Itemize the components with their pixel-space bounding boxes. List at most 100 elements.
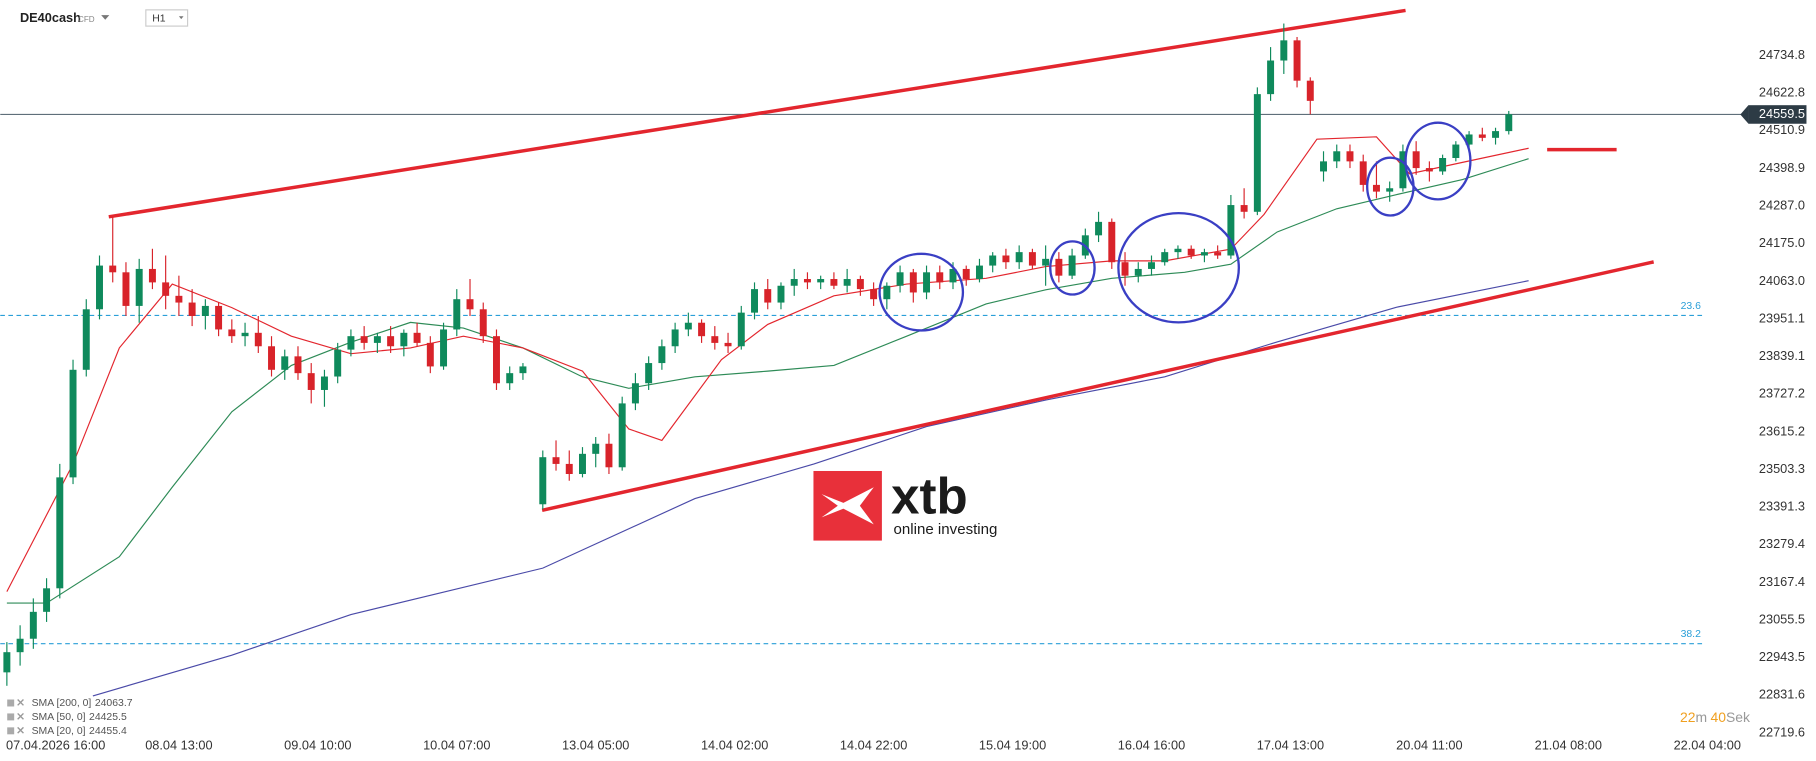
candle-body [1492,131,1500,138]
candle-body [148,268,156,283]
highlight-circle [1117,211,1240,324]
candle-body [790,279,798,286]
candle-body [962,268,970,280]
candle-body [1333,151,1341,162]
candle-body [29,611,37,639]
candle-body [175,295,183,303]
y-tick-label: 23279.4 [1759,536,1805,551]
candle-body [975,265,983,280]
x-tick-label: 14.04 22:00 [840,737,907,752]
candle-body [777,285,785,303]
candle-body [281,356,289,370]
candle-body [492,336,500,384]
candle-body [1055,258,1063,276]
candle-body [1412,151,1420,169]
candle-body [16,638,24,653]
y-tick-label: 23839.1 [1759,348,1805,363]
y-tick-label: 23951.1 [1759,310,1805,325]
x-tick-label: 17.04 13:00 [1257,737,1324,752]
candle-body [466,299,474,310]
y-tick-label: 24622.8 [1759,85,1805,100]
candle-body [387,336,395,347]
candle-body [254,332,262,347]
candle-body [96,265,103,310]
legend-entry: SMA [200, 0] 24063.7 [32,698,133,709]
y-tick-label: 22831.6 [1759,687,1805,702]
candle-body [440,329,448,367]
candle-body [1095,221,1103,236]
header: DE40cash CFD H1 [20,9,189,27]
candle-body [1306,80,1314,101]
level-label: 38.2 [1681,629,1702,640]
instrument-kind: CFD [78,15,95,24]
y-tick-label: 23615.2 [1759,423,1805,438]
candle-body [1253,94,1261,212]
candle-body [1200,252,1208,256]
candle-body [135,268,143,306]
candle-body [923,272,931,293]
legend-value: 24063.7 [95,698,133,709]
candle-body [764,289,772,303]
candle-body [347,336,355,350]
dropdown-arrow[interactable] [101,15,110,20]
x-tick-label: 13.04 05:00 [562,737,629,752]
candle-body [373,336,381,343]
candle-body [1505,114,1513,132]
candle-body [1359,161,1367,185]
candle-body [539,457,547,505]
candle-body [453,299,461,330]
legend-remove [17,699,24,706]
candle-body [1028,252,1036,266]
candle-body [592,443,600,454]
candle-body [320,376,328,390]
candle-body [936,272,944,283]
timeframe[interactable]: H1 [152,13,166,24]
candle-body [1465,134,1473,145]
x-tick-label: 16.04 16:00 [1118,737,1185,752]
candle-body [228,329,236,337]
timer: 22m 40Sek [1680,709,1750,725]
candle-body [268,346,276,370]
candle-body [1439,158,1447,172]
trendline [108,8,1406,219]
highlight-circle [1049,240,1096,296]
timer-minutes: 22 [1680,709,1696,725]
candle-body [579,453,586,475]
sma-line [92,280,1529,697]
candle-body [1015,252,1023,263]
legend-icon [7,727,15,735]
last-price-badge [1748,105,1807,124]
candle-body [360,336,368,343]
candle-body [552,457,560,464]
candle-body [1399,151,1407,189]
candle-body [684,322,692,330]
candle-body [3,652,11,673]
candle-body [1148,262,1155,269]
legend-icon [7,713,15,721]
last-price-pointer [1740,105,1749,124]
y-tick-label: 24510.9 [1759,122,1805,137]
candle-body [671,329,679,347]
candle-body [241,332,249,337]
timeframe-box[interactable] [145,9,189,27]
candle-body [830,279,838,286]
candle-body [565,463,573,475]
candle-body [109,265,117,273]
timeframe-arrow[interactable] [178,16,184,20]
symbol[interactable]: DE40cash [20,10,81,25]
candle-body [724,342,732,347]
candle-body [1320,161,1327,172]
candle-body [1267,60,1275,95]
candle-body [817,279,825,283]
legend-name: SMA [50, 0] [32,712,86,723]
y-tick-label: 24398.9 [1759,160,1805,175]
candle-body [631,383,639,404]
logo-name: xtb [891,467,968,524]
candle-body [162,282,170,296]
highlight-circle [1404,121,1472,201]
candle-body [215,305,223,330]
legend-remove [17,712,24,720]
candle-body [751,289,758,313]
y-tick-label: 23167.4 [1759,574,1805,589]
x-tick-label: 21.04 08:00 [1535,737,1602,752]
